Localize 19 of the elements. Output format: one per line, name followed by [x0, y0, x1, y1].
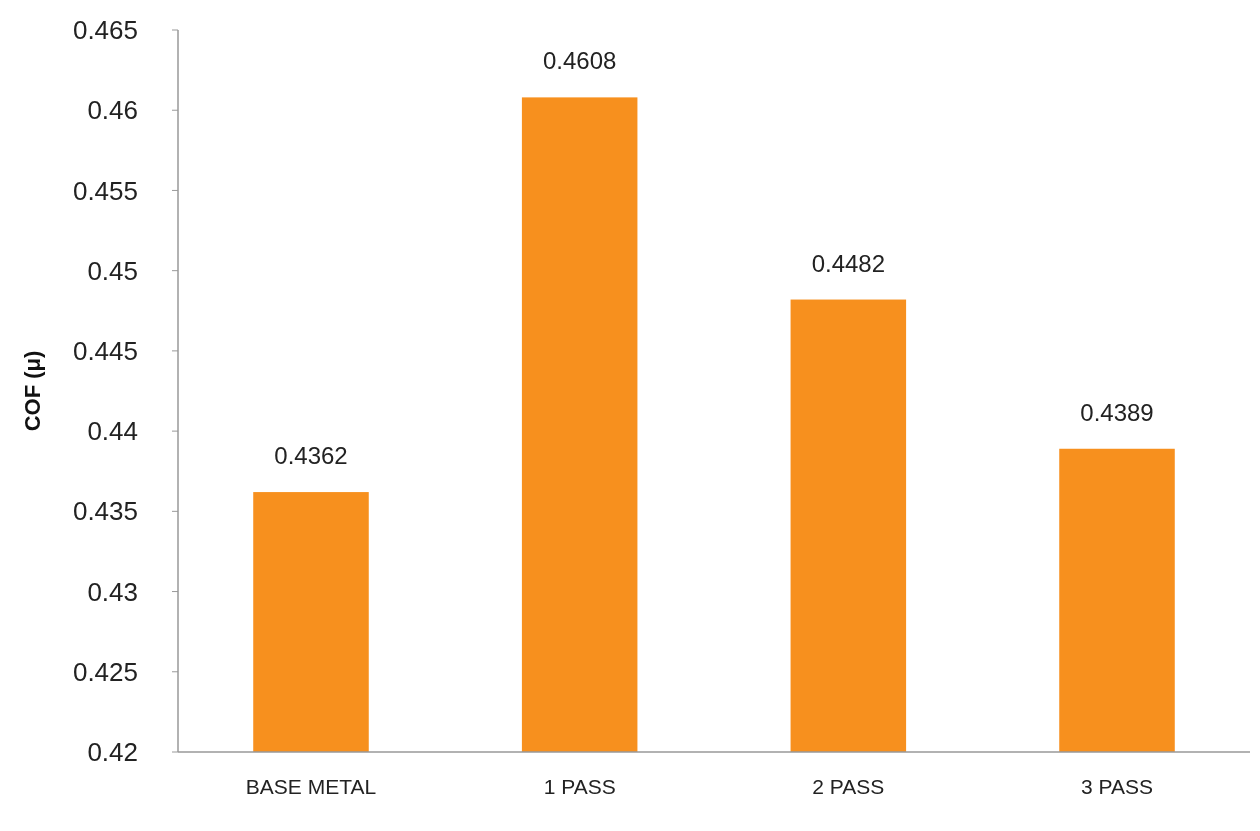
x-tick-label: 3 PASS: [1081, 775, 1153, 798]
y-tick-label: 0.465: [72, 15, 138, 46]
data-label: 0.4608: [542, 47, 617, 75]
y-tick-label: 0.435: [72, 496, 138, 527]
y-tick-label: 0.455: [72, 175, 138, 206]
y-tick-label: 0.42: [87, 737, 138, 768]
y-axis-title: COF (μ): [20, 350, 45, 432]
x-tick-label: BASE METAL: [245, 775, 377, 798]
y-tick-label: 0.425: [72, 656, 138, 687]
y-tick-label: 0.445: [72, 335, 138, 366]
data-label: 0.4482: [811, 249, 886, 277]
y-tick-label: 0.43: [87, 576, 138, 607]
data-label: 0.4389: [1080, 398, 1154, 426]
y-tick-label: 0.44: [87, 416, 138, 447]
y-tick-label: 0.45: [87, 255, 138, 286]
x-tick-label: 1 PASS: [543, 775, 616, 798]
data-label: 0.4362: [274, 442, 348, 470]
x-tick-label: 2 PASS: [812, 775, 885, 798]
y-tick-label: 0.46: [87, 95, 138, 126]
